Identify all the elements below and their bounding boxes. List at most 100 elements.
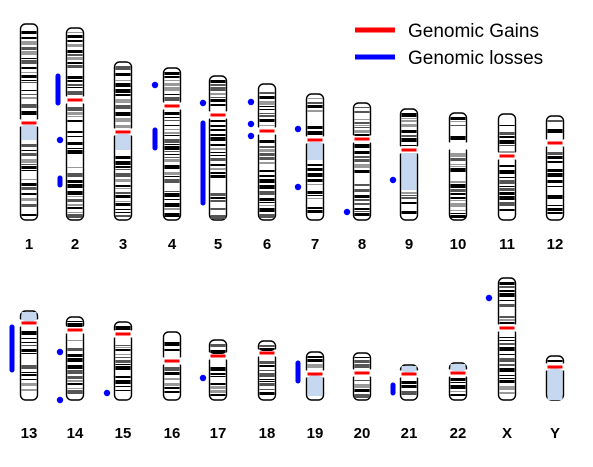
band (259, 198, 275, 201)
band (450, 378, 466, 381)
band (210, 164, 226, 166)
band (164, 213, 180, 217)
band (164, 208, 180, 210)
band (210, 158, 226, 161)
band (67, 370, 83, 374)
chromosome-label: 7 (311, 236, 319, 253)
band (210, 93, 226, 95)
chromosome-label: 16 (164, 425, 181, 442)
chromosome-label: X (502, 425, 512, 442)
band (67, 204, 83, 206)
band (401, 138, 417, 142)
band (115, 357, 131, 358)
loss-mark (294, 183, 302, 191)
band (499, 151, 515, 153)
band (210, 137, 226, 141)
band (21, 51, 37, 55)
band (354, 394, 370, 398)
band (210, 376, 226, 377)
band (210, 144, 226, 146)
band (450, 200, 466, 201)
band (210, 97, 226, 98)
band (210, 193, 226, 196)
band (21, 60, 37, 64)
band (67, 340, 83, 341)
band (164, 125, 180, 126)
band (67, 136, 83, 137)
band (499, 293, 515, 297)
band (164, 191, 180, 192)
band (164, 172, 180, 175)
band (21, 170, 37, 171)
band (547, 169, 563, 172)
chromosome-label: 20 (354, 425, 371, 442)
band (21, 97, 37, 99)
band (354, 384, 370, 388)
band (164, 387, 180, 389)
band (307, 126, 323, 129)
band (21, 331, 37, 335)
band (259, 208, 275, 212)
band (115, 364, 131, 365)
band (67, 131, 83, 133)
chromosome-16: 16 (162, 331, 182, 442)
band (259, 153, 275, 156)
band (210, 134, 226, 136)
chromosome-label: 5 (214, 236, 222, 253)
chromosome-label: 10 (450, 236, 467, 253)
band (115, 66, 131, 70)
band (259, 379, 275, 380)
band (21, 198, 37, 201)
band (499, 170, 515, 174)
band (67, 354, 83, 357)
band (401, 211, 417, 214)
band (259, 115, 275, 117)
band (210, 373, 226, 375)
band (307, 195, 323, 196)
band (210, 208, 226, 210)
chromosome-12: 12 (545, 115, 565, 253)
band (67, 62, 83, 64)
band (450, 385, 466, 389)
band (354, 380, 370, 381)
band (67, 207, 83, 209)
band (547, 205, 563, 206)
chromosome-label: 14 (67, 425, 84, 442)
band (67, 76, 83, 79)
band (259, 119, 275, 122)
band (547, 129, 563, 133)
band (499, 165, 515, 167)
band (259, 170, 275, 172)
band (259, 383, 275, 386)
band (164, 165, 180, 169)
band (499, 386, 515, 390)
chromosome-label: 4 (168, 236, 177, 253)
band (547, 360, 563, 362)
band (115, 112, 131, 116)
band (115, 195, 131, 198)
chromosome-15: 15 (103, 321, 133, 442)
band (21, 183, 37, 186)
band (21, 349, 37, 352)
band (164, 83, 180, 86)
band (499, 177, 515, 178)
band (259, 191, 275, 195)
band (164, 144, 180, 145)
chromosome-21: 21 (390, 364, 419, 442)
band (259, 106, 275, 107)
band (499, 140, 515, 144)
band (259, 381, 275, 382)
band (67, 199, 83, 202)
chromosome-8: 8 (343, 102, 372, 253)
band (354, 122, 370, 124)
band (210, 215, 226, 219)
band (21, 47, 37, 50)
band (21, 67, 37, 69)
band (67, 380, 83, 382)
band (499, 145, 515, 146)
band (67, 376, 83, 379)
band (21, 104, 37, 108)
band (21, 150, 37, 151)
